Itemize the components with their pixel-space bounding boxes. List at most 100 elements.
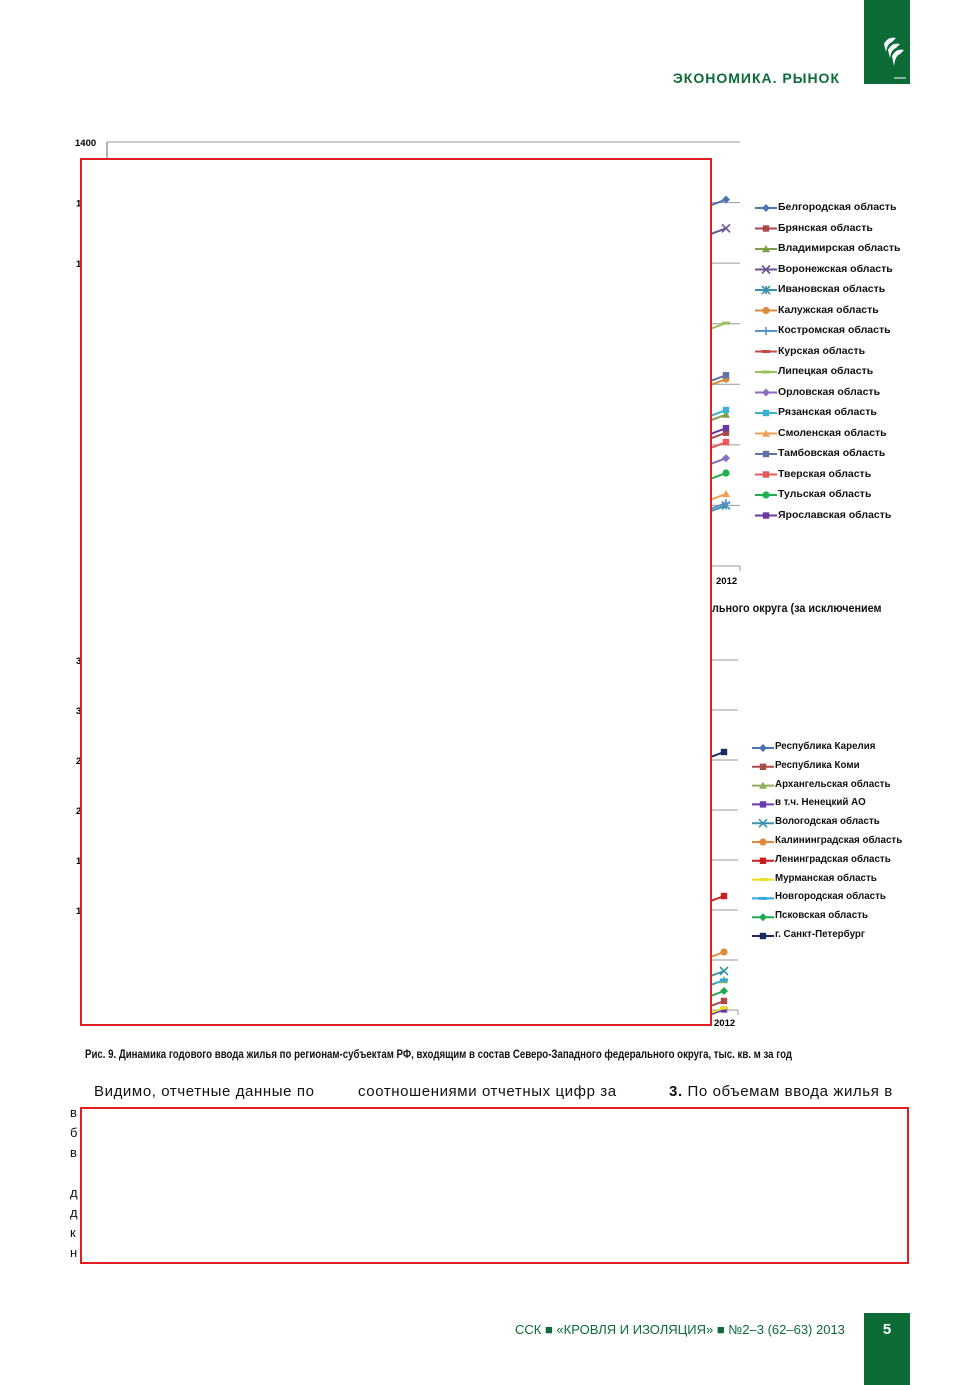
- redaction-box-text: [80, 1107, 909, 1264]
- marker-square: [722, 372, 730, 379]
- legend-item: Мурманская область: [775, 872, 877, 884]
- marker-square: [759, 932, 767, 940]
- marker-x: [758, 818, 768, 828]
- text-fragment: в: [70, 1145, 77, 1160]
- marker-circle: [762, 491, 770, 499]
- marker-square: [722, 438, 730, 446]
- legend-item: Ярославская область: [778, 508, 892, 521]
- marker-dash: [720, 978, 728, 982]
- text-fragment: д: [70, 1185, 78, 1200]
- marker-square: [722, 429, 730, 436]
- legend-item: Липецкая область: [778, 365, 874, 377]
- legend-item: Воронежская область: [778, 262, 893, 275]
- marker-dash: [762, 370, 770, 374]
- marker-circle: [722, 469, 730, 477]
- marker-dash: [759, 896, 767, 900]
- series-line: [709, 504, 727, 513]
- marker-square: [720, 748, 728, 756]
- section-title: ЭКОНОМИКА. РЫНОК: [672, 70, 840, 86]
- marker-triangle: [762, 245, 770, 253]
- legend-item: в т.ч. Ненецкий АО: [775, 797, 866, 809]
- column3-line: По объемам ввода жилья в: [687, 1083, 893, 1100]
- marker-x: [721, 223, 731, 233]
- marker-diamond: [722, 454, 730, 463]
- series-line: [709, 227, 727, 236]
- marker-x: [719, 966, 729, 976]
- column1-text: Видимо, отчетные данные по: [94, 1083, 315, 1100]
- y-tick-label: 2: [76, 806, 81, 817]
- legend-item: Архангельская область: [775, 778, 891, 790]
- marker-triangle: [762, 429, 770, 437]
- marker-circle: [720, 948, 728, 956]
- marker-triangle: [722, 410, 730, 418]
- marker-diamond: [759, 913, 767, 922]
- y-tick-label: 3: [76, 656, 81, 667]
- marker-dash: [720, 1006, 728, 1010]
- marker-square: [720, 892, 728, 900]
- marker-diamond: [720, 987, 728, 995]
- series-line: [709, 502, 727, 510]
- legend-item: Тамбовская область: [778, 447, 886, 459]
- legend-item: Рязанская область: [778, 406, 877, 418]
- y-tick-label: 1: [76, 199, 82, 210]
- marker-square: [762, 450, 770, 458]
- x-tick-label: 2012: [714, 1018, 735, 1029]
- text-fragment: д: [70, 1205, 78, 1220]
- legend-item: Орловская область: [778, 385, 881, 398]
- y-tick-label: 1: [76, 856, 82, 867]
- legend-item: Костромская область: [778, 324, 891, 336]
- redaction-box-charts: [80, 158, 712, 1026]
- legend-item: Вологодская область: [775, 816, 880, 828]
- marker-dash: [722, 321, 730, 325]
- legend-item: Смоленская область: [778, 426, 887, 439]
- legend-item: г. Санкт-Петербург: [775, 929, 865, 940]
- column2-text: соотношениями отчетных цифр за: [358, 1083, 617, 1100]
- figure-caption: Рис. 9. Динамика годового ввода жилья по…: [85, 1049, 793, 1061]
- x-tick-label: 2012: [716, 576, 737, 587]
- legend-item: Ленинградская область: [775, 853, 891, 865]
- logo-bar: [864, 0, 910, 84]
- y-tick-label: 1400: [75, 138, 96, 149]
- y-tick-label: 1: [76, 259, 82, 270]
- marker-square: [720, 997, 728, 1005]
- marker-square: [762, 409, 770, 417]
- marker-plus: [762, 327, 770, 335]
- legend-item: Курская область: [778, 344, 866, 357]
- column3-text: 3. По объемам ввода жилья в: [669, 1083, 893, 1100]
- legend-item: Ивановская область: [778, 283, 886, 295]
- marker-square: [722, 406, 730, 414]
- legend-item: Республика Коми: [775, 759, 860, 771]
- marker-diamond: [759, 744, 767, 752]
- legend-item: Тверская область: [778, 467, 872, 480]
- y-tick-label: 2: [76, 756, 81, 767]
- chart2-title-fragment: льного округа (за исключением: [712, 601, 882, 615]
- legend-item: Новгородская область: [775, 891, 886, 903]
- text-fragment: б: [70, 1125, 78, 1140]
- legend-item: Владимирская область: [778, 242, 901, 254]
- ssk-logo-icon: [884, 37, 906, 79]
- legend-item: Калужская область: [778, 303, 879, 316]
- page-number: 5: [864, 1313, 910, 1385]
- marker-triangle: [722, 489, 730, 498]
- marker-diamond: [722, 195, 730, 204]
- marker-x: [761, 264, 771, 275]
- marker-square: [762, 512, 770, 519]
- marker-square: [759, 801, 767, 808]
- marker-diamond: [762, 388, 770, 397]
- marker-dash: [762, 350, 770, 353]
- marker-star: [761, 285, 771, 295]
- legend-item: Белгородская область: [778, 201, 897, 213]
- marker-square: [759, 857, 767, 864]
- marker-circle: [759, 838, 767, 846]
- text-fragment: н: [70, 1245, 78, 1260]
- marker-diamond: [762, 204, 770, 212]
- legend-item: Псковская область: [775, 910, 868, 922]
- legend-item: Республика Карелия: [775, 741, 876, 752]
- marker-plus: [722, 499, 730, 508]
- marker-square: [762, 225, 770, 232]
- legend-item: Калининградская область: [775, 835, 903, 846]
- footer-publication: ССК ■ «КРОВЛЯ И ИЗОЛЯЦИЯ» ■ №2–3 (62–63)…: [515, 1322, 845, 1337]
- y-tick-label: 3: [76, 706, 81, 717]
- marker-dash: [759, 878, 767, 882]
